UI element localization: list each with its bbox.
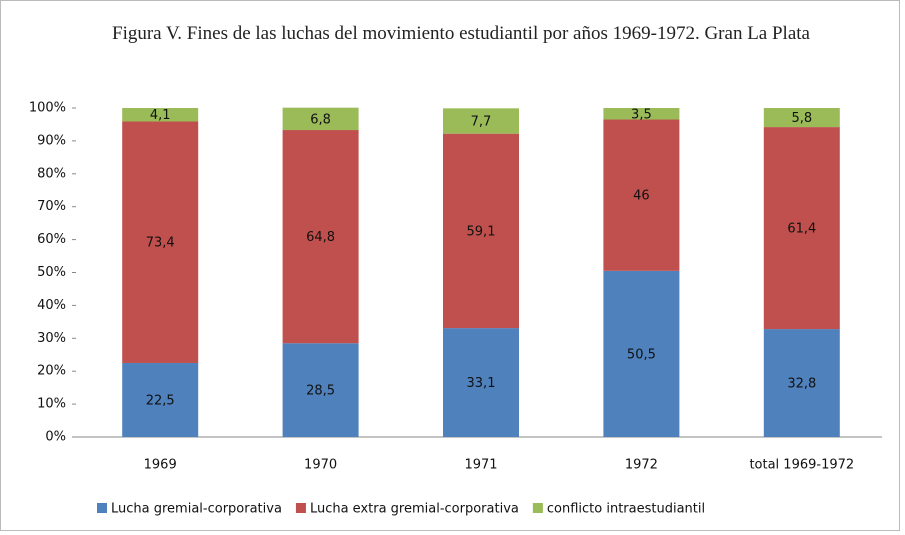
legend-label: Lucha gremial-corporativa xyxy=(111,502,282,517)
chart-title: Figura V. Fines de las luchas del movimi… xyxy=(112,23,810,44)
y-tick-label: 0% xyxy=(45,430,66,445)
bar-segment xyxy=(603,270,680,437)
x-tick-label: 1969 xyxy=(144,458,177,473)
value-label: 5,8 xyxy=(791,111,812,126)
bar-segment xyxy=(763,108,840,128)
bar-segment xyxy=(443,108,519,134)
value-label: 33,1 xyxy=(467,376,496,391)
bar-segment xyxy=(282,107,359,131)
y-tick-label: 60% xyxy=(37,232,66,247)
bar-segment xyxy=(443,328,519,437)
x-tick-label: 1970 xyxy=(304,458,337,473)
bar-segment xyxy=(603,108,680,120)
value-label: 61,4 xyxy=(787,222,816,237)
value-label: 46 xyxy=(633,189,650,204)
bar-segment xyxy=(282,130,359,344)
y-tick-label: 30% xyxy=(37,331,66,346)
y-tick-label: 20% xyxy=(37,364,66,379)
bar-segment xyxy=(122,108,199,122)
y-tick-label: 10% xyxy=(37,397,66,412)
bar-segment xyxy=(443,133,519,329)
legend-label: conflicto intraestudiantil xyxy=(547,502,705,517)
y-tick-label: 90% xyxy=(37,133,66,148)
legend-swatch xyxy=(97,503,107,513)
y-tick-label: 80% xyxy=(37,166,66,181)
bar-segment xyxy=(763,127,840,330)
value-label: 59,1 xyxy=(467,224,496,239)
value-label: 22,5 xyxy=(146,393,175,408)
bar-segment xyxy=(122,121,199,363)
value-label: 7,7 xyxy=(471,114,492,129)
bar-segment xyxy=(122,362,199,437)
value-label: 6,8 xyxy=(310,112,331,127)
value-label: 64,8 xyxy=(306,230,335,245)
x-tick-label: 1972 xyxy=(625,458,658,473)
value-label: 28,5 xyxy=(306,384,335,399)
x-tick-label: total 1969-1972 xyxy=(749,458,854,473)
bar-segment xyxy=(603,119,680,271)
value-label: 73,4 xyxy=(146,236,175,251)
bar-segment xyxy=(763,329,840,437)
y-tick-label: 40% xyxy=(37,298,66,313)
y-tick-label: 70% xyxy=(37,199,66,214)
y-tick-label: 100% xyxy=(29,101,66,116)
legend-swatch xyxy=(295,503,306,513)
value-label: 4,1 xyxy=(150,108,171,123)
y-tick-label: 50% xyxy=(37,265,66,280)
legend-swatch xyxy=(532,503,543,513)
value-label: 50,5 xyxy=(627,347,656,362)
x-tick-label: 1971 xyxy=(464,458,497,473)
bar-segment xyxy=(282,343,359,437)
value-label: 3,5 xyxy=(631,107,652,122)
value-label: 32,8 xyxy=(787,377,816,392)
legend-label: Lucha extra gremial-corporativa xyxy=(310,502,519,517)
